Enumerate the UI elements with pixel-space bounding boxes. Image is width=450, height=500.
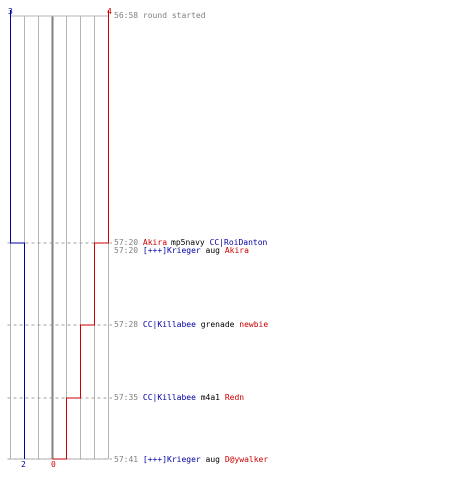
kill-line: 57:20 Akira mp5navy CC|RoiDanton xyxy=(114,239,267,247)
timestamp: 56:58 xyxy=(114,11,139,20)
timestamp: 57:41 xyxy=(114,455,139,464)
victim-name: D@ywalker xyxy=(224,455,269,464)
blue-team-start-count: 3 xyxy=(8,7,13,16)
event-dashed-lines xyxy=(7,242,112,460)
weapon-name: grenade xyxy=(200,320,235,329)
victim-name: Redn xyxy=(224,393,245,402)
blue-team-end-count: 2 xyxy=(21,460,26,469)
timestamp: 57:28 xyxy=(114,320,139,329)
event-text: round started xyxy=(142,11,206,20)
red-team-step-line xyxy=(52,16,109,460)
killer-name: CC|Killabee xyxy=(142,320,196,329)
weapon-name: mp5navy xyxy=(171,238,205,247)
red-team-start-count: 4 xyxy=(107,7,112,16)
chart-grid xyxy=(10,15,109,460)
weapon-name: m4a1 xyxy=(200,393,220,402)
killer-name: Akira xyxy=(142,238,168,247)
kill-line: 57:20 [+++]Krieger aug Akira xyxy=(114,247,249,255)
kill-line: 57:41 [+++]Krieger aug D@ywalker xyxy=(114,456,268,464)
victim-name: newbie xyxy=(239,320,269,329)
killer-name: [+++]Krieger xyxy=(142,455,201,464)
weapon-name: aug xyxy=(205,246,220,255)
victim-name: CC|RoiDanton xyxy=(209,238,268,247)
log-line-round-start: 56:58 round started xyxy=(114,12,206,20)
timestamp: 57:20 xyxy=(114,246,139,255)
blue-team-step-line xyxy=(10,16,25,459)
blue-team-line xyxy=(10,10,25,459)
killer-name: CC|Killabee xyxy=(142,393,196,402)
timestamp: 57:20 xyxy=(114,238,139,247)
weapon-name: aug xyxy=(205,455,220,464)
kill-line: 57:28 CC|Killabee grenade newbie xyxy=(114,321,268,329)
kill-line: 57:35 CC|Killabee m4a1 Redn xyxy=(114,394,244,402)
killer-name: [+++]Krieger xyxy=(142,246,201,255)
red-team-end-count: 0 xyxy=(51,460,56,469)
victim-name: Akira xyxy=(224,246,249,255)
timestamp: 57:35 xyxy=(114,393,139,402)
red-team-line xyxy=(52,10,109,460)
